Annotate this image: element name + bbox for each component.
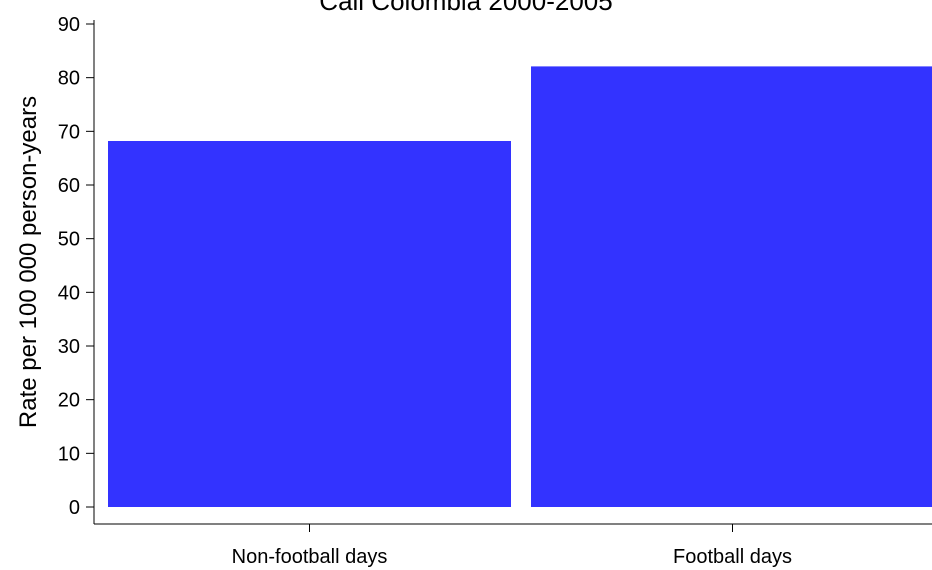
x-ticks-group: Non-football days Football days	[232, 524, 792, 568]
y-tick-label: 10	[58, 443, 80, 465]
y-tick-label: 90	[58, 14, 80, 36]
y-tick-label: 80	[58, 68, 80, 90]
y-tick-label: 40	[58, 282, 80, 304]
x-tick-label: Non-football days	[232, 546, 388, 568]
y-tick-label: 70	[58, 121, 80, 143]
chart-title: Cali Colombia 2000-2005	[319, 0, 612, 16]
y-tick-label: 20	[58, 390, 80, 412]
y-tick-label: 0	[69, 497, 80, 519]
y-ticks-group: 0 10 20 30 40 50 60 70 80 90	[58, 14, 94, 519]
bars-group	[108, 66, 932, 507]
bar-non-football-days	[108, 140, 511, 507]
bar-football-days	[531, 66, 932, 507]
y-tick-label: 60	[58, 175, 80, 197]
y-tick-label: 30	[58, 336, 80, 358]
y-tick-label: 50	[58, 229, 80, 251]
x-tick-label: Football days	[673, 546, 792, 568]
y-axis-label: Rate per 100 000 person-years	[15, 96, 42, 428]
axes-group	[93, 20, 932, 525]
